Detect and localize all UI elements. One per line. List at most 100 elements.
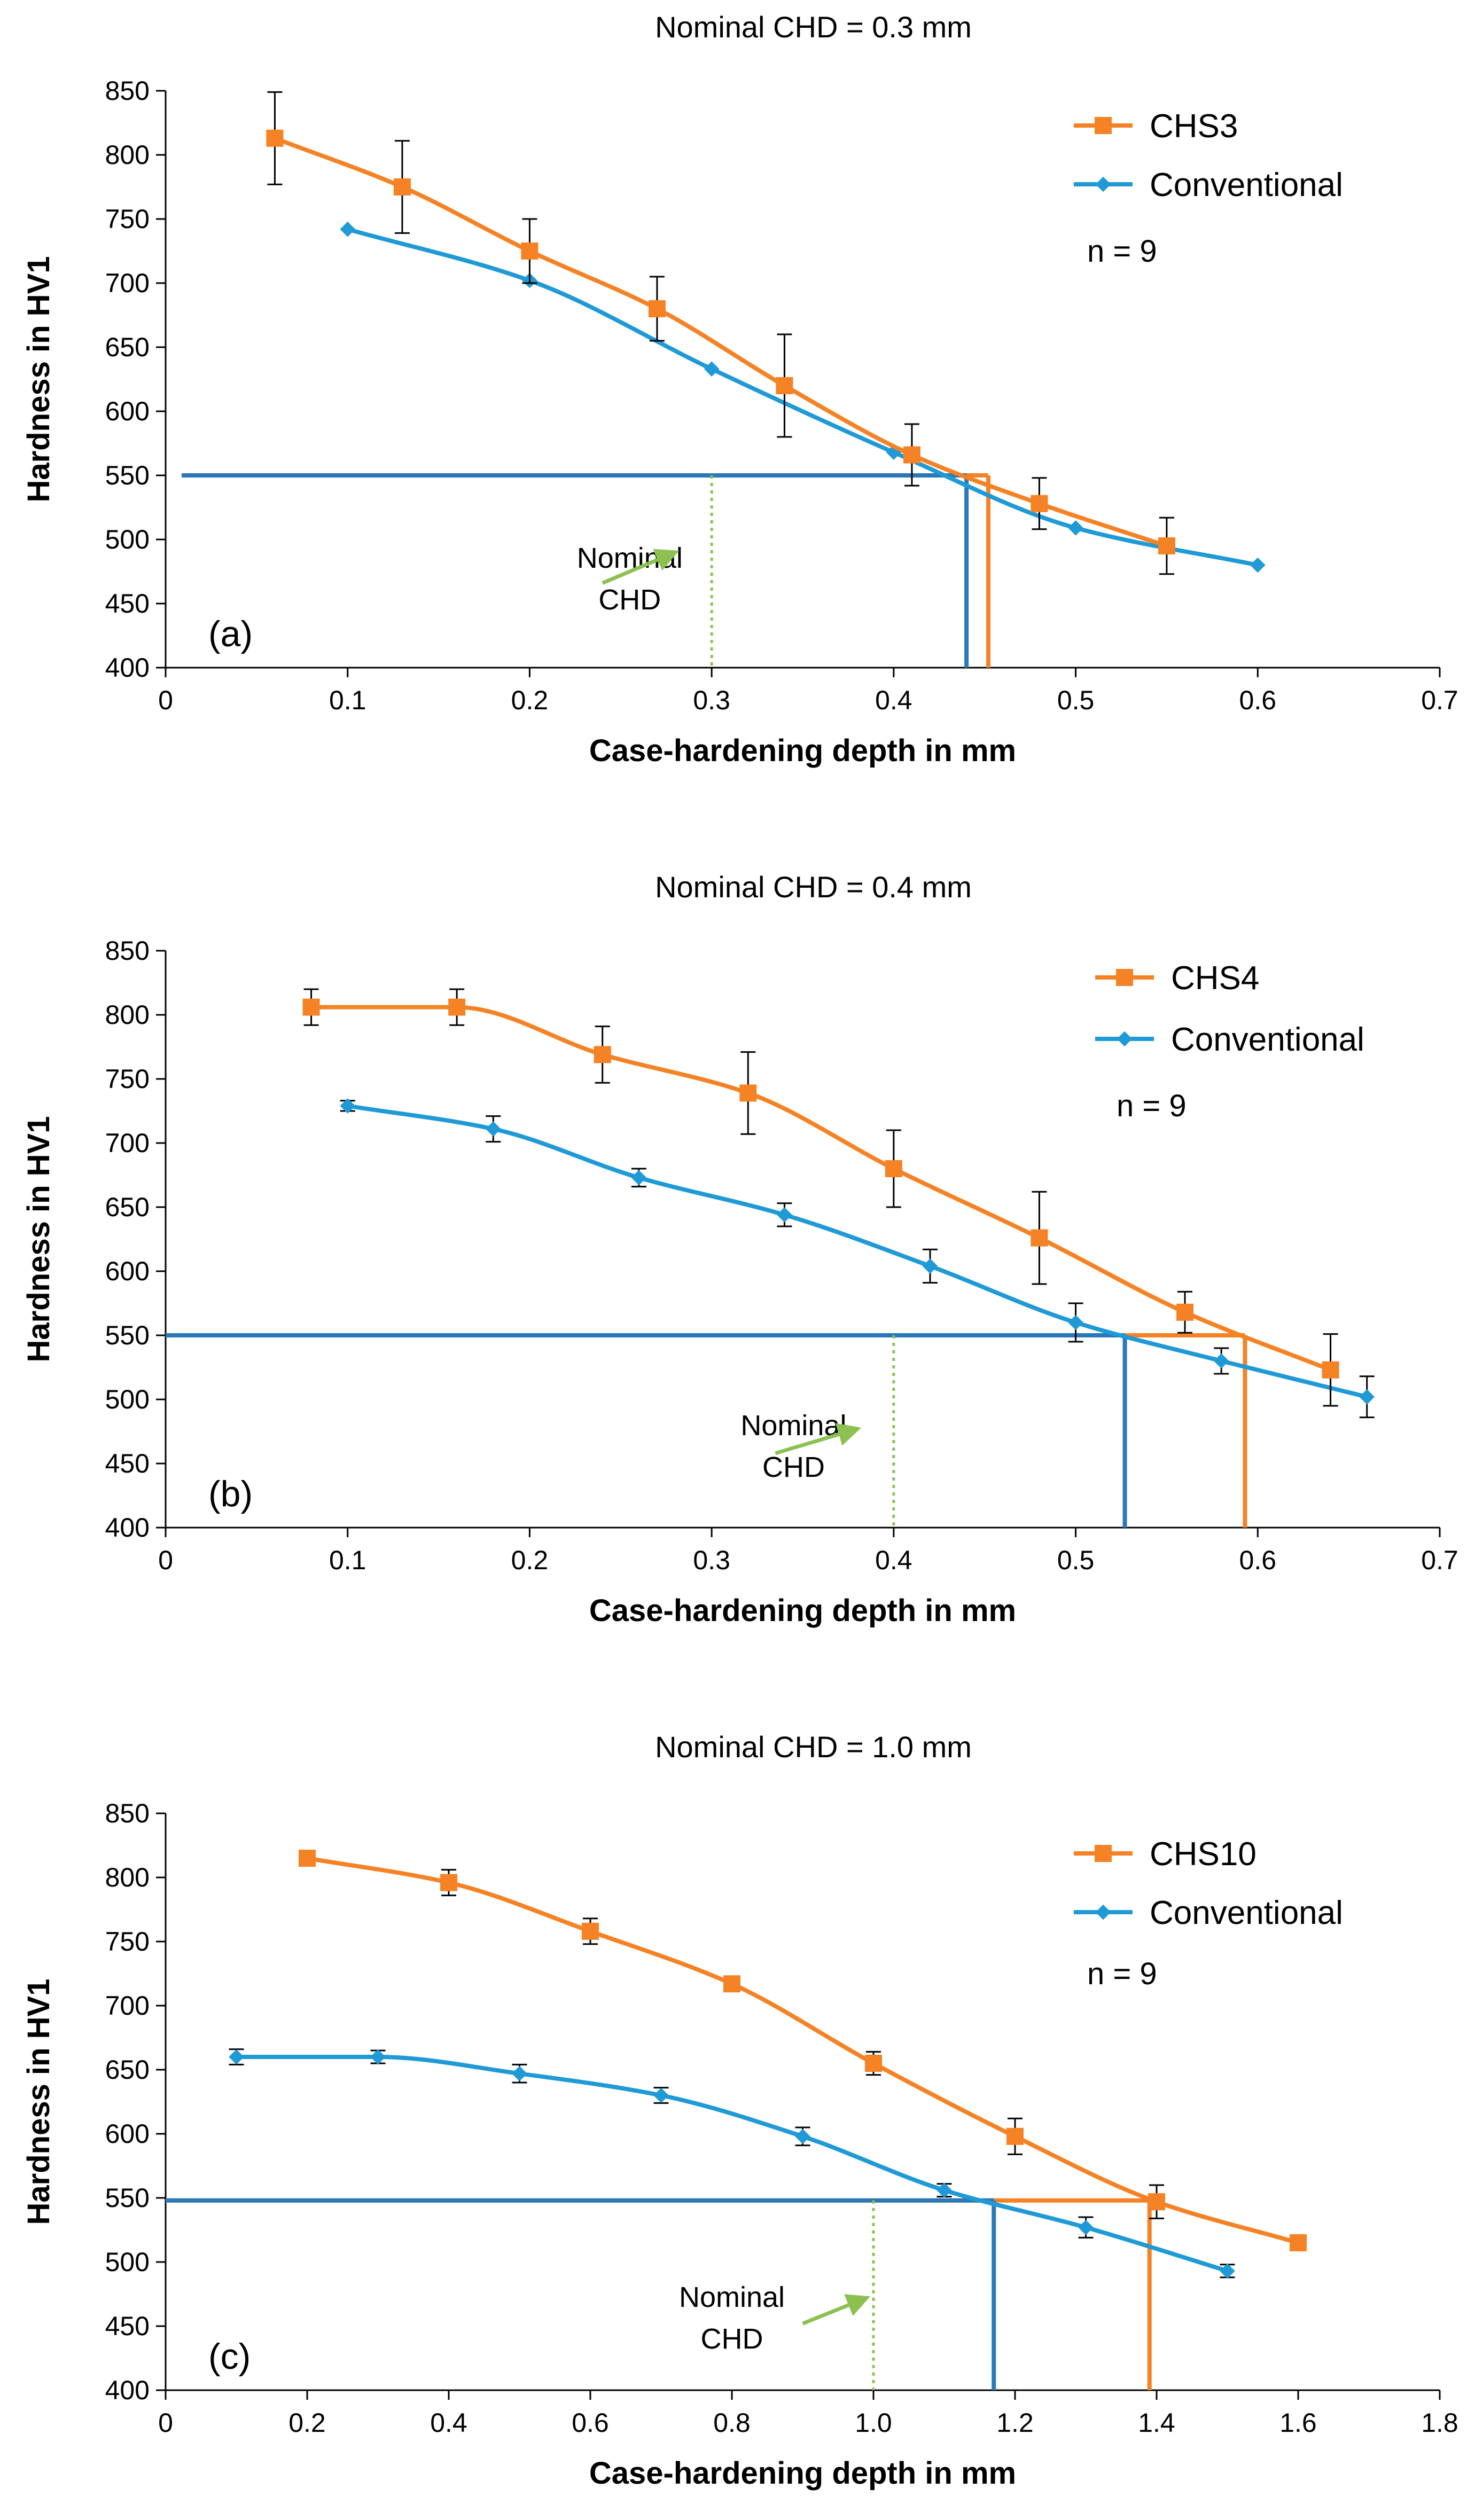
chart-b-conventional-line (347, 1104, 1368, 1399)
chart-c-y-tick-label: 700 (105, 1991, 150, 2021)
chart-c-y-tick-label: 650 (105, 2055, 150, 2085)
chart-b-chs-point (739, 1084, 757, 1102)
chart-a-y-tick-label: 850 (105, 76, 150, 106)
chart-c-y-tick-label: 400 (105, 2375, 150, 2405)
chart-c-conventional-point (229, 2049, 244, 2065)
chart-b-y-axis-title: Hardness in HV1 (21, 1116, 56, 1363)
chart-b-y-tick-label: 550 (105, 1320, 150, 1350)
chart-c-y-tick-label: 600 (105, 2119, 150, 2149)
chart-a-x-tick-label: 0.2 (511, 685, 549, 715)
chart-a-x-tick-label: 0.5 (1057, 685, 1095, 715)
chart-c-title: Nominal CHD = 1.0 mm (655, 1730, 972, 1764)
chart-b-y-tick-label: 650 (105, 1192, 150, 1222)
chart-a-chs-point (266, 129, 284, 147)
chart-b-x-tick-label: 0.5 (1057, 1545, 1095, 1575)
chart-c-y-tick-label: 850 (105, 1798, 150, 1828)
chart-a-legend-conventional-swatch-marker (1095, 176, 1111, 192)
chart-c-conventional-point (512, 2065, 527, 2081)
chart-a-chs-point (1158, 537, 1175, 554)
chart-a-chs-point (393, 178, 411, 195)
chart-c-x-tick-label: 1.8 (1421, 2408, 1458, 2438)
chart-a-n-label: n = 9 (1087, 234, 1157, 269)
chart-a-chs-line (274, 136, 1168, 548)
chart-c-chs-point (1006, 2127, 1024, 2145)
chart-c-x-tick-label: 1.6 (1279, 2408, 1317, 2438)
chart-b-conventional-point (1359, 1389, 1375, 1405)
chart-b-x-tick-label: 0.3 (693, 1545, 730, 1575)
chart-a-x-tick-label: 0.6 (1239, 685, 1277, 715)
chart-b-y-tick-label: 700 (105, 1128, 150, 1158)
chart-c-conventional-point (936, 2182, 952, 2198)
chart-b-y-tick-label: 500 (105, 1384, 150, 1414)
chart-c: Nominal CHD = 1.0 mm 400 450 500 550 600 650 70… (21, 1730, 1458, 2491)
chart-c-chs-point (582, 1922, 599, 1940)
chart-a-y-tick-label: 800 (105, 140, 150, 170)
chart-c-y-tick-label: 500 (105, 2247, 150, 2277)
chart-c-x-tick-label: 1.4 (1138, 2408, 1175, 2438)
chart-a: Nominal CHD = 0.3 mm 400 450 500 550 600 650 70… (21, 10, 1458, 768)
chart-c-chs-line (307, 1856, 1299, 2245)
chart-a-x-axis-title: Case-hardening depth in mm (589, 733, 1016, 768)
chart-a-nominal-arrow-head (653, 549, 680, 571)
chart-c-y-tick-label: 550 (105, 2183, 150, 2213)
chart-a-series-chs (266, 91, 1175, 575)
chart-a-x-tick-label: 0.1 (329, 685, 366, 715)
chart-b-x-tick-label: 0.7 (1421, 1545, 1458, 1575)
chart-b-chs-point (302, 998, 320, 1016)
chart-c-legend-chs-swatch-marker (1095, 1845, 1112, 1862)
chart-c-panel-label: (c) (208, 2336, 251, 2377)
chart-c-y-tick-label: 800 (105, 1862, 150, 1892)
chart-c-legend-conventional-label: Conventional (1150, 1895, 1343, 1931)
chart-b-y-tick-label: 750 (105, 1064, 150, 1094)
chart-b-conventional-point (1068, 1314, 1083, 1331)
chart-b-y-tick-label: 400 (105, 1513, 150, 1543)
chart-c-chs-point (440, 1874, 457, 1891)
chart-b-n-label: n = 9 (1117, 1089, 1187, 1123)
chart-b-x-axis-title: Case-hardening depth in mm (589, 1593, 1016, 1628)
chart-b-conventional-point (1213, 1353, 1229, 1369)
chart-b-legend-chs-label: CHS4 (1171, 960, 1259, 997)
chart-c-y-tick-label: 450 (105, 2311, 150, 2341)
chart-c-nominal-arrow-head (844, 2294, 871, 2316)
chart-c-legend-conventional-swatch-marker (1095, 1904, 1111, 1920)
chart-a-chs-point (1031, 495, 1048, 512)
chart-a-chs-point (648, 300, 666, 317)
chart-b-y-tick-label: 450 (105, 1449, 150, 1478)
chart-a-y-tick-label: 450 (105, 589, 150, 619)
chart-a-conventional-point (704, 361, 720, 377)
chart-a-y-axis-title: Hardness in HV1 (21, 256, 56, 503)
chart-a-chs-point (903, 446, 920, 464)
chart-b-y-tick-label: 800 (105, 1000, 150, 1030)
chart-b-conventional-point (922, 1258, 938, 1274)
chart-b-chs-line (311, 1005, 1332, 1372)
chart-b-x-tick-label: 0.2 (511, 1545, 549, 1575)
chart-c-chs-point (865, 2055, 882, 2072)
chart-c-series-chs (299, 1850, 1307, 2251)
chart-a-panel-label: (a) (208, 614, 253, 654)
chart-b-conventional-point (777, 1207, 792, 1223)
chart-c-x-tick-label: 1.2 (996, 2408, 1034, 2438)
chart-c-conventional-point (653, 2087, 669, 2103)
chart-a-x-tick-label: 0.3 (693, 685, 730, 715)
chart-a-conventional-point (1068, 520, 1083, 536)
chart-a-legend-chs-label: CHS3 (1150, 108, 1238, 145)
chart-a-x-tick-label: 0.7 (1421, 685, 1458, 715)
chart-c-x-tick-label: 0.4 (430, 2408, 467, 2438)
chart-a-nominal-label-line2: CHD (598, 584, 661, 616)
chart-b-legend-chs-swatch-marker (1116, 969, 1133, 986)
chart-c-nominal-label-line2: CHD (701, 2323, 763, 2355)
chart-b-conventional-point (340, 1098, 356, 1114)
chart-a-y-tick-label: 500 (105, 525, 150, 554)
chart-a-y-tick-label: 400 (105, 653, 150, 683)
chart-c-series-conventional (229, 2048, 1235, 2279)
chart-c-conventional-point (1220, 2263, 1235, 2279)
chart-b-legend-conventional-label: Conventional (1171, 1021, 1364, 1058)
chart-a-conventional-point (340, 221, 356, 237)
chart-c-chs-point (1290, 2234, 1307, 2251)
chart-a-chs-point (521, 242, 539, 260)
chart-c-chs-point (723, 1975, 740, 1993)
chart-b-nominal-label-line2: CHD (762, 1451, 825, 1483)
chart-b-series-chs (302, 988, 1339, 1407)
chart-a-y-tick-label: 550 (105, 460, 150, 490)
chart-b-panel-label: (b) (208, 1474, 253, 1514)
